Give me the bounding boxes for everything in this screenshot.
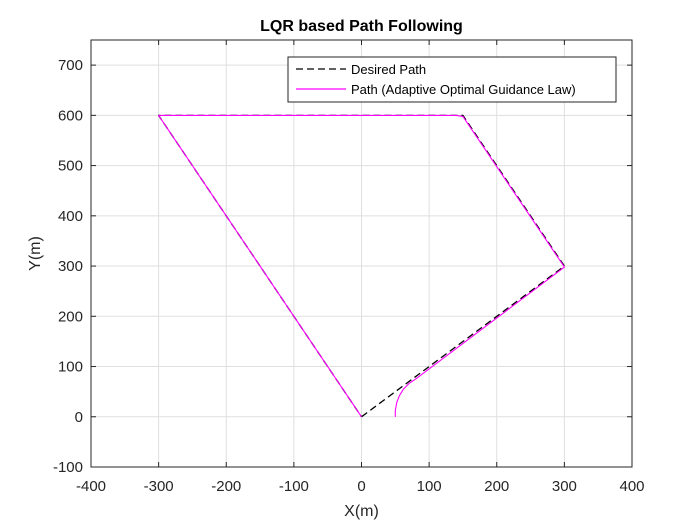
y-tick-label: 700 bbox=[58, 57, 83, 74]
y-axis-title: Y(m) bbox=[27, 236, 44, 271]
legend-label-desired-path: Desired Path bbox=[351, 62, 426, 77]
series-line-1 bbox=[158, 114, 565, 418]
y-tick-label: 400 bbox=[58, 208, 83, 225]
x-tick-label: 400 bbox=[619, 478, 644, 495]
legend: Desired Path Path (Adaptive Optimal Guid… bbox=[287, 56, 617, 103]
y-tick-label: 100 bbox=[58, 359, 83, 376]
x-tick-label: -400 bbox=[76, 478, 106, 495]
y-tick-label: 0 bbox=[75, 409, 83, 426]
axis-ticks: -400 -300 -200 -100 0 100 200 300 400 -100 0 100 200… bbox=[53, 40, 645, 495]
y-tick-label: 600 bbox=[58, 107, 83, 124]
legend-box bbox=[287, 56, 617, 103]
y-tick-label: 200 bbox=[58, 308, 83, 325]
x-tick-label: 300 bbox=[552, 478, 577, 495]
y-tick-label: 500 bbox=[58, 158, 83, 175]
x-tick-label: -200 bbox=[211, 478, 241, 495]
series-group bbox=[157, 114, 566, 418]
y-tick-label: 300 bbox=[58, 258, 83, 275]
legend-label-actual-path: Path (Adaptive Optimal Guidance Law) bbox=[351, 82, 576, 97]
y-tick-label: -100 bbox=[53, 459, 83, 476]
x-tick-label: 200 bbox=[484, 478, 509, 495]
x-tick-label: -100 bbox=[279, 478, 309, 495]
x-tick-label: -300 bbox=[144, 478, 174, 495]
x-axis-title: X(m) bbox=[344, 503, 379, 520]
chart-title: LQR based Path Following bbox=[260, 18, 463, 35]
x-tick-label: 100 bbox=[417, 478, 442, 495]
x-tick-label: 0 bbox=[357, 478, 365, 495]
